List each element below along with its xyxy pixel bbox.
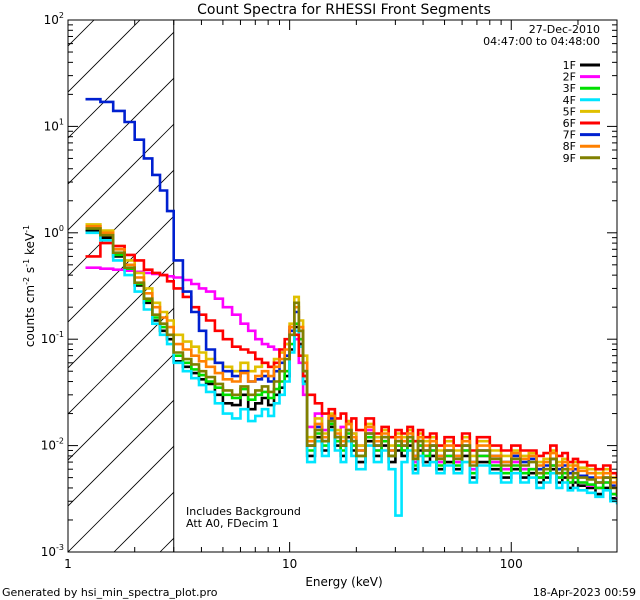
hatch-line bbox=[68, 261, 174, 369]
hatch-line bbox=[0, 0, 76, 552]
x-tick-label: 100 bbox=[500, 557, 523, 571]
hatch-line bbox=[68, 31, 174, 139]
y-tick-label: 102 bbox=[44, 11, 64, 27]
time-range-label: 04:47:00 to 04:48:00 bbox=[483, 35, 600, 48]
ylabel-exp3: -1 bbox=[22, 225, 31, 233]
hatch-line bbox=[68, 353, 174, 461]
series-line-4F bbox=[85, 231, 617, 517]
y-tick-label: 10-1 bbox=[41, 330, 64, 346]
x-tick-label: 10 bbox=[282, 557, 297, 571]
y-tick-label: 10-2 bbox=[41, 437, 64, 453]
footer-timestamp: 18-Apr-2023 00:59 bbox=[533, 586, 636, 599]
legend-label-1F: 1F bbox=[563, 59, 576, 72]
ylabel-exp2: -1 bbox=[22, 259, 31, 267]
legend-label-2F: 2F bbox=[563, 71, 576, 84]
ylabel-main: counts cm bbox=[23, 285, 37, 347]
x-tick-label: 1 bbox=[64, 557, 72, 571]
ylabel-end: keV bbox=[23, 232, 37, 259]
hatch-line bbox=[68, 20, 141, 93]
plot-frame bbox=[67, 19, 618, 553]
hatch-line bbox=[68, 77, 174, 185]
legend-label-8F: 8F bbox=[563, 140, 576, 153]
y-tick-label: 101 bbox=[44, 117, 64, 133]
annotation-background: Includes Background bbox=[186, 505, 301, 518]
hatch-line bbox=[252, 0, 640, 552]
ylabel-exp1: -2 bbox=[22, 277, 31, 285]
hatch-line bbox=[68, 123, 174, 231]
hatch-line bbox=[68, 215, 174, 323]
date-label: 27-Dec-2010 bbox=[529, 23, 600, 36]
generated-by: Generated by hsi_min_spectra_plot.pro bbox=[2, 586, 218, 599]
y-tick-label: 10-3 bbox=[41, 543, 64, 559]
legend-label-6F: 6F bbox=[563, 117, 576, 130]
hatch-line bbox=[68, 445, 174, 552]
legend-label-3F: 3F bbox=[563, 82, 576, 95]
hatch-line bbox=[68, 399, 174, 507]
y-tick-label: 100 bbox=[44, 224, 64, 240]
hatch-line bbox=[620, 0, 640, 552]
y-axis-label: counts cm-2 s-1 keV-1 bbox=[22, 225, 37, 347]
series-group bbox=[85, 97, 617, 517]
legend-label-7F: 7F bbox=[563, 129, 576, 142]
legend-label-4F: 4F bbox=[563, 94, 576, 107]
chart-title: Count Spectra for RHESSI Front Segments bbox=[197, 2, 491, 18]
x-axis-label: Energy (keV) bbox=[305, 575, 382, 589]
series-line-9F bbox=[85, 227, 617, 495]
legend-label-5F: 5F bbox=[563, 105, 576, 118]
legend-label-9F: 9F bbox=[563, 152, 576, 165]
hatch-line bbox=[68, 20, 95, 47]
axes: 1 10 100 10-3 10-2 10-1 100 101 102 bbox=[41, 11, 618, 571]
annotation-attenuator: Att A0, FDecim 1 bbox=[186, 517, 279, 530]
ylabel-mid: s bbox=[23, 267, 37, 277]
hatch-line bbox=[68, 169, 174, 277]
